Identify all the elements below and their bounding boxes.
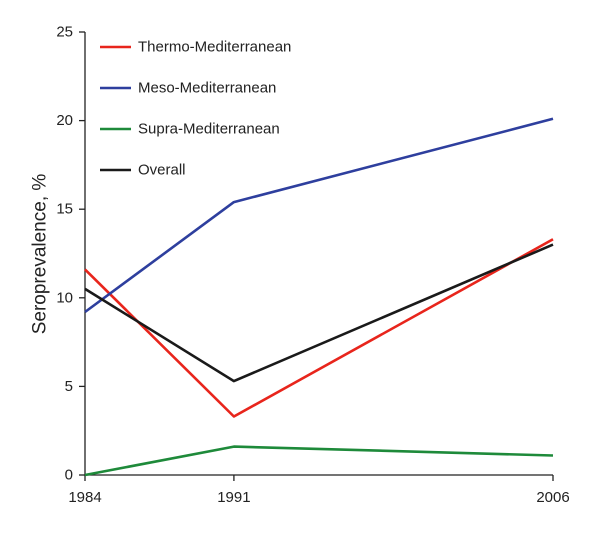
series-line-thermo-mediterranean (84, 238, 554, 418)
y-tick-label: 25 (56, 24, 73, 41)
y-tick-group: 0 5 10 15 20 25 (56, 24, 85, 484)
x-axis: 1984 1991 2006 (68, 474, 570, 506)
legend-label: Supra-Mediterranean (138, 121, 280, 138)
x-tick-label: 1991 (217, 489, 250, 506)
x-tick-label: 1984 (68, 489, 101, 506)
legend-label: Overall (138, 162, 186, 179)
y-tick-label: 15 (56, 201, 73, 218)
series-line-overall (84, 243, 554, 383)
legend: Thermo-Mediterranean Meso-Mediterranean Su… (100, 39, 291, 179)
series-line-supra-mediterranean (84, 445, 554, 477)
series-line-meso-mediterranean (84, 117, 554, 314)
y-axis: 0 5 10 15 20 25 (56, 24, 86, 484)
x-tick-group: 1984 1991 2006 (68, 475, 570, 506)
y-tick-label: 20 (56, 112, 73, 129)
y-axis-title: Seroprevalence, % (30, 174, 51, 335)
y-tick-label: 5 (65, 378, 73, 395)
legend-label: Meso-Mediterranean (138, 80, 276, 97)
series-group (84, 117, 554, 477)
x-tick-label: 2006 (536, 489, 569, 506)
y-tick-label: 0 (65, 467, 73, 484)
legend-label: Thermo-Mediterranean (138, 39, 291, 56)
y-tick-label: 10 (56, 289, 73, 306)
